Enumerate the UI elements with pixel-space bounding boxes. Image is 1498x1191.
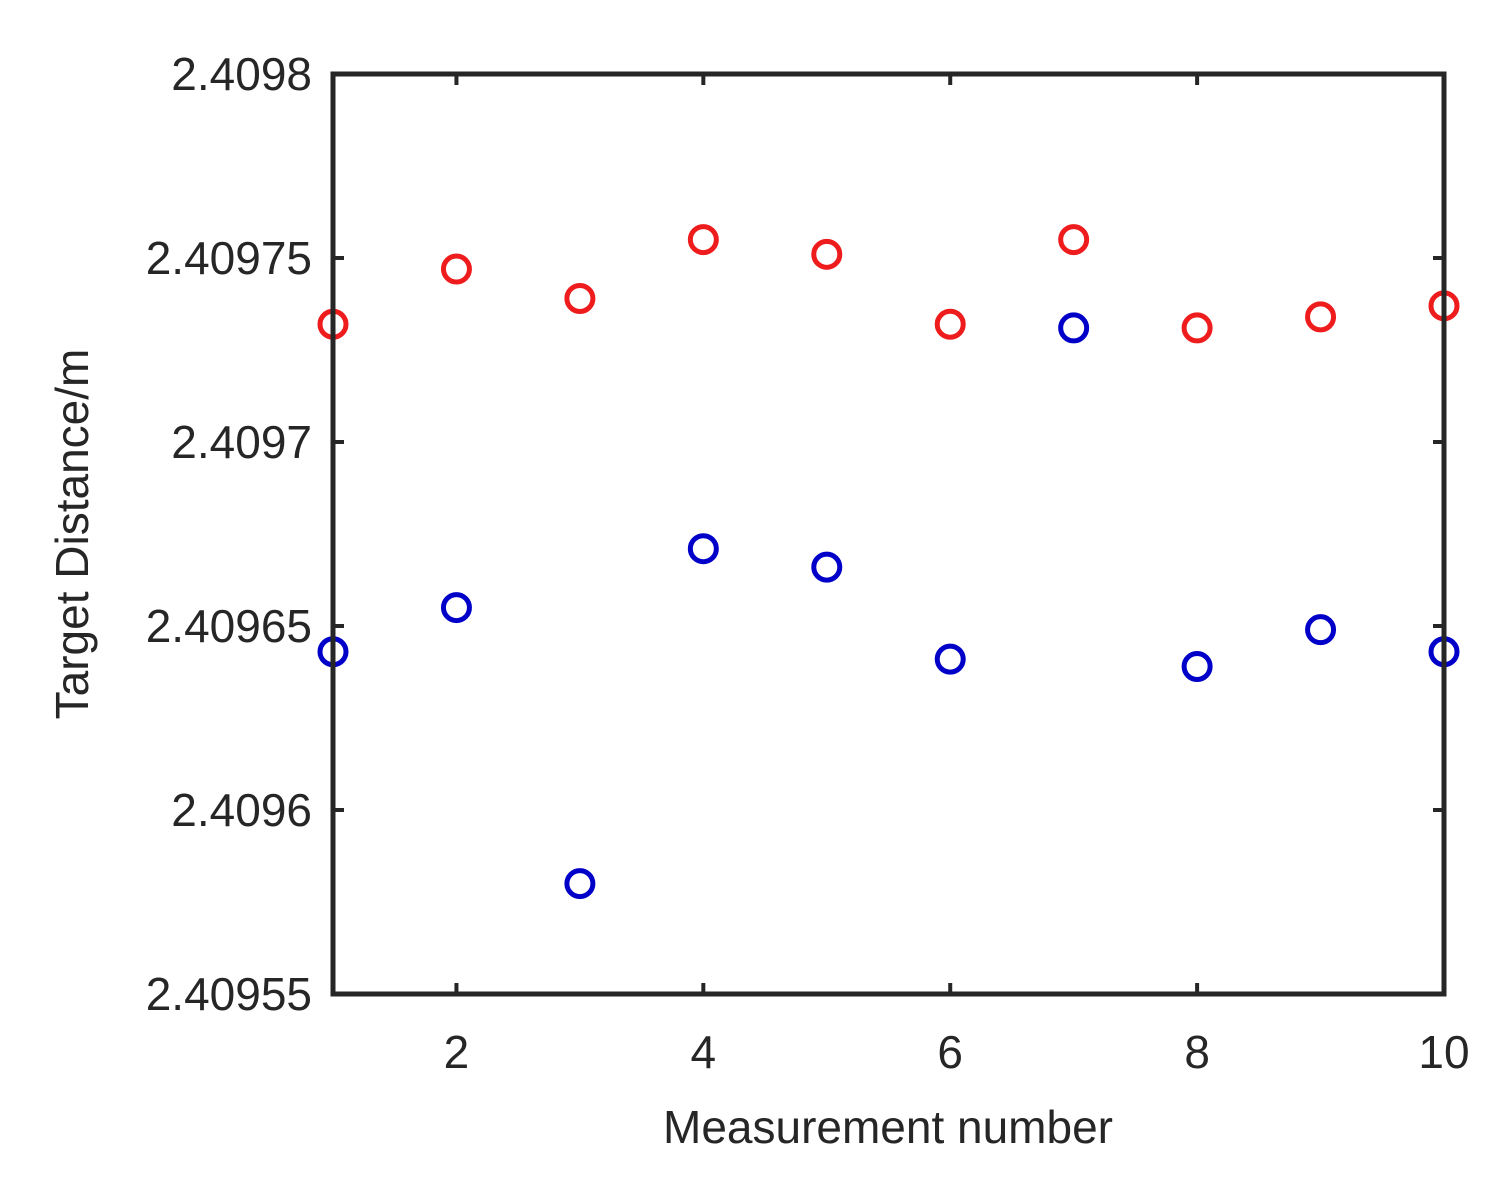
- x-tick-label: 2: [444, 1026, 470, 1078]
- plot-area-frame: [330, 71, 1447, 997]
- axis-ticks-layer: [333, 72, 1446, 996]
- data-point-series-2: [811, 551, 843, 583]
- data-point-series-2: [687, 533, 719, 565]
- x-tick-label: 10: [1418, 1026, 1469, 1078]
- data-point-series-1: [934, 308, 966, 340]
- data-point-series-2: [1181, 650, 1213, 682]
- data-point-series-2: [440, 592, 472, 624]
- data-point-series-1: [687, 224, 719, 256]
- data-point-series-1: [1305, 301, 1337, 333]
- data-point-series-1: [811, 238, 843, 270]
- data-point-series-2: [564, 868, 596, 900]
- axis-tick-labels-layer: 2 4 6 8 10 2.40955 2.4096 2.40965 2.4097 2.40975 2…: [146, 48, 1470, 1078]
- data-point-series-2: [934, 643, 966, 675]
- data-point-series-2: [1058, 312, 1090, 344]
- y-axis-label: Target Distance/m: [46, 349, 98, 720]
- data-points-layer: [317, 224, 1460, 900]
- y-tick-label: 2.40965: [146, 600, 312, 652]
- data-point-series-1: [1058, 224, 1090, 256]
- x-tick-label: 6: [937, 1026, 963, 1078]
- x-tick-label: 4: [691, 1026, 717, 1078]
- data-point-series-1: [440, 253, 472, 285]
- x-tick-label: 8: [1184, 1026, 1210, 1078]
- data-point-series-2: [1305, 614, 1337, 646]
- y-tick-label: 2.4098: [171, 48, 312, 100]
- data-point-series-1: [1181, 312, 1213, 344]
- y-tick-label: 2.4096: [171, 784, 312, 836]
- y-tick-label: 2.40975: [146, 232, 312, 284]
- x-axis-label: Measurement number: [663, 1101, 1113, 1153]
- y-tick-label: 2.40955: [146, 968, 312, 1020]
- data-point-series-1: [564, 282, 596, 314]
- y-tick-label: 2.4097: [171, 416, 312, 468]
